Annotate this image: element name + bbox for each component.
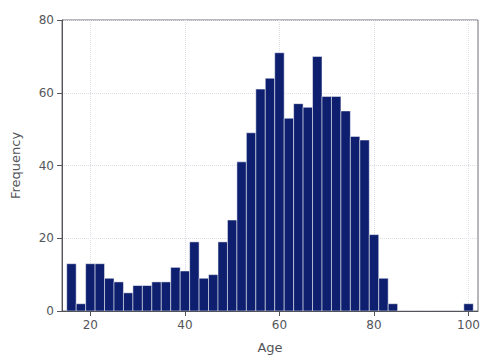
svg-text:40: 40 <box>177 318 192 332</box>
svg-text:100: 100 <box>457 318 480 332</box>
svg-text:Age: Age <box>257 340 282 355</box>
svg-text:20: 20 <box>83 318 98 332</box>
svg-text:20: 20 <box>39 231 54 245</box>
svg-text:80: 80 <box>366 318 381 332</box>
svg-text:40: 40 <box>39 159 54 173</box>
svg-text:Frequency: Frequency <box>8 132 23 199</box>
svg-text:60: 60 <box>39 86 54 100</box>
svg-text:80: 80 <box>39 13 54 27</box>
svg-text:0: 0 <box>46 304 54 318</box>
svg-text:60: 60 <box>272 318 287 332</box>
